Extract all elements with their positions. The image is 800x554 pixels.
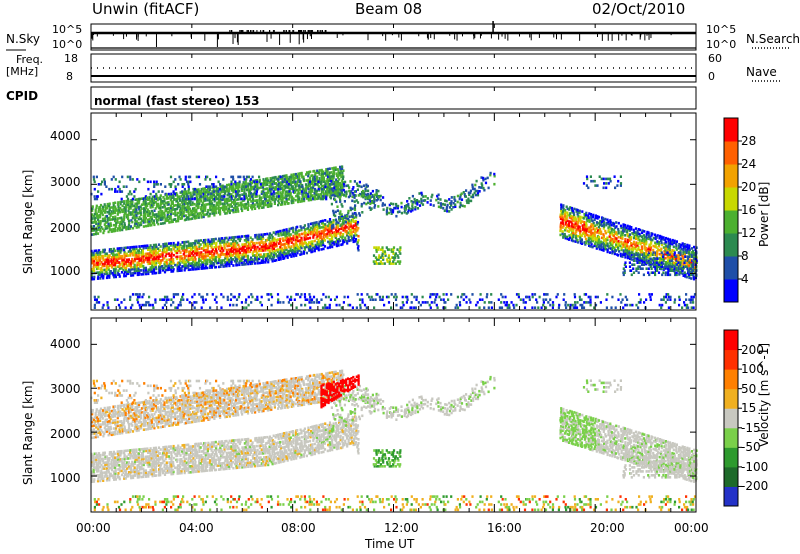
- power-ytick-1000: 1000: [50, 264, 81, 278]
- nave-tick-top: 60: [708, 52, 722, 65]
- power-scatter-pixels: [90, 165, 698, 309]
- nsky-tick-bottom: 10^0: [52, 38, 83, 51]
- velocity-colorbar-swatch: [724, 330, 738, 351]
- nsearch-label: N.Search: [746, 32, 800, 46]
- xtick-0800: 08:00: [281, 521, 316, 535]
- velocity-colorbar-tick: -200: [741, 479, 769, 494]
- nsky-tick-top: 10^5: [52, 23, 83, 36]
- xtick-0400: 04:00: [179, 521, 214, 535]
- velocity-colorbar-tick: -100: [741, 459, 769, 474]
- velocity-ylabel: Slant Range [km]: [21, 380, 35, 485]
- velocity-ytick-2000: 2000: [50, 427, 81, 441]
- velocity-scatter-pixels: [90, 369, 698, 512]
- station-title: Unwin (fitACF): [92, 0, 200, 18]
- velocity-colorbar-swatch: [724, 447, 738, 468]
- power-colorbar-swatch: [724, 233, 738, 257]
- date-title: 02/Oct/2010: [592, 0, 686, 18]
- velocity-colorbar-tick: 100: [741, 362, 764, 377]
- nave-label: Nave: [746, 65, 777, 79]
- xtick-0000: 00:00: [76, 521, 111, 535]
- velocity-colorbar-swatch: [724, 369, 738, 390]
- velocity-colorbar-frame: [723, 329, 739, 507]
- nsearch-tick-top: 10^5: [706, 23, 737, 36]
- power-ylabel: Slant Range [km]: [21, 169, 35, 274]
- power-colorbar-swatch: [724, 279, 738, 303]
- xtick-0000-end: 00:00: [674, 521, 709, 535]
- beam-title: Beam 08: [355, 0, 423, 18]
- power-colorbar-swatch: [724, 187, 738, 211]
- velocity-colorbar-swatch: [724, 408, 738, 429]
- power-ytick-4000: 4000: [50, 129, 81, 143]
- velocity-ytick-1000: 1000: [50, 471, 81, 485]
- cpid-label: CPID: [6, 89, 39, 103]
- velocity-colorbar-tick: 15: [741, 401, 757, 416]
- power-colorbar-tick: 24: [741, 157, 757, 171]
- freq-tick-bottom: 8: [66, 70, 73, 83]
- power-colorbar-tick: 12: [741, 226, 757, 240]
- power-ytick-2000: 2000: [50, 221, 81, 235]
- power-colorbar-swatch: [724, 118, 738, 142]
- nsky-label: N.Sky: [6, 32, 41, 46]
- velocity-ytick-3000: 3000: [50, 382, 81, 396]
- xaxis-label: Time UT: [365, 537, 415, 551]
- velocity-ytick-4000: 4000: [50, 337, 81, 351]
- power-colorbar-swatch: [724, 141, 738, 165]
- freq-tick-top: 18: [64, 52, 78, 65]
- power-ytick-3000: 3000: [50, 175, 81, 189]
- velocity-colorbar-swatch: [724, 466, 738, 487]
- velocity-colorbar-swatch: [724, 388, 738, 409]
- nsearch-tick-bottom: 10^0: [706, 38, 737, 51]
- power-colorbar-swatch: [724, 164, 738, 188]
- xtick-2000: 20:00: [590, 521, 625, 535]
- velocity-colorbar-tick: 200: [741, 342, 764, 357]
- velocity-colorbar-swatch: [724, 349, 738, 370]
- nave-tick-bottom: 0: [708, 70, 715, 83]
- freq-label: Freq.: [16, 53, 44, 66]
- velocity-colorbar-tick: -50: [741, 440, 761, 455]
- cpid-value: normal (fast stereo) 153: [94, 94, 260, 108]
- velocity-colorbar-tick: -15: [741, 420, 761, 435]
- power-colorbar-tick: 20: [741, 180, 757, 194]
- velocity-colorbar-swatch: [724, 427, 738, 448]
- xtick-1600: 16:00: [487, 521, 522, 535]
- power-colorbar-tick: 16: [741, 203, 757, 217]
- power-colorbar-tick: 8: [741, 249, 749, 263]
- xtick-1200: 12:00: [384, 521, 419, 535]
- power-colorbar-swatch: [724, 256, 738, 280]
- velocity-colorbar-swatch: [724, 486, 738, 507]
- power-colorbar-label: Power [dB]: [757, 181, 771, 247]
- power-colorbar-tick: 28: [741, 134, 757, 148]
- power-colorbar-tick: 4: [741, 272, 749, 286]
- velocity-colorbar-tick: 50: [741, 381, 757, 396]
- power-colorbar-swatch: [724, 210, 738, 234]
- freq-unit: [MHz]: [6, 65, 39, 78]
